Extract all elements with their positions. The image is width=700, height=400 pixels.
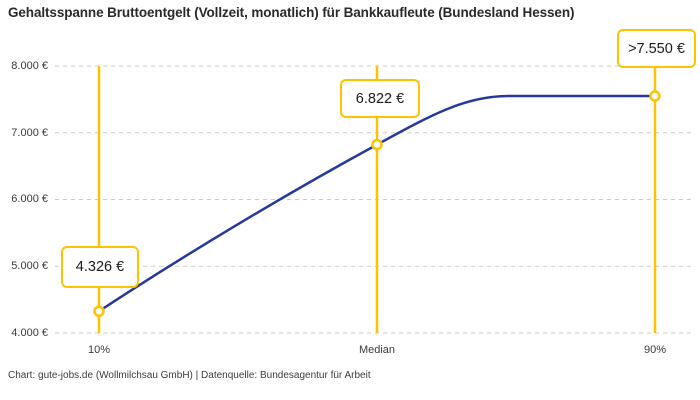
- data-point-marker: [93, 305, 105, 317]
- x-tick-label-90th-percentile: 90%: [643, 344, 667, 356]
- y-tick-label: 4.000 €: [11, 327, 48, 339]
- y-tick-label: 6.000 €: [11, 193, 48, 205]
- value-callout-10th-percentile: 4.326 €: [61, 246, 139, 288]
- value-callout-median: 6.822 €: [340, 79, 420, 118]
- data-point-marker: [649, 90, 661, 102]
- x-tick-label-10th-percentile: 10%: [87, 344, 111, 356]
- chart-attribution: Chart: gute-jobs.de (Wollmilchsau GmbH) …: [8, 370, 371, 381]
- data-point-marker: [371, 138, 383, 151]
- y-tick-label: 5.000 €: [11, 260, 48, 272]
- y-tick-label: 8.000 €: [11, 60, 48, 72]
- value-callout-90th-percentile: >7.550 €: [617, 29, 696, 68]
- y-tick-label: 7.000 €: [11, 127, 48, 139]
- x-tick-label-median: Median: [358, 344, 396, 356]
- chart-title: Gehaltsspanne Bruttoentgelt (Vollzeit, m…: [8, 5, 575, 20]
- salary-curve: [97, 94, 657, 313]
